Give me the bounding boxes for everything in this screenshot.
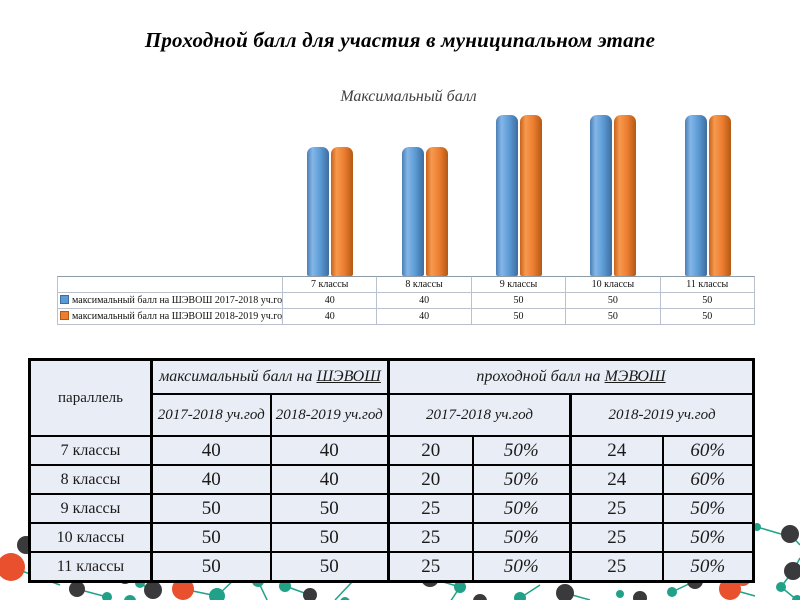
bar-series1-11 классы (684, 115, 707, 276)
chart-data-table: 7 классы 8 классы 9 классы 10 классы 11 клас… (57, 276, 760, 325)
table-cell: 25 (569, 551, 664, 583)
chart-category-label: 9 классы (471, 276, 567, 293)
chart-category-label: 7 классы (283, 276, 378, 293)
table-cell: 50% (471, 493, 572, 524)
chart-title: Максимальный балл (340, 88, 477, 105)
table-cell: 25 (387, 522, 474, 553)
table-cell: 50% (471, 522, 572, 553)
bar-series2-9 классы (520, 115, 542, 276)
legend-key-icon (60, 295, 69, 304)
table-group-header-shevosh: максимальный балл на ШЭВОШ (150, 358, 390, 395)
chart-value-cell: 50 (660, 309, 755, 325)
row-label: 11 классы (28, 551, 153, 583)
table-row: 10 классы 50 50 25 50% 25 50% (28, 522, 755, 553)
table-cell: 60% (661, 464, 755, 495)
slide-title: Проходной балл для участия в муниципальн… (144, 28, 656, 52)
table-cell: 25 (387, 551, 474, 583)
legend-key-icon (60, 311, 69, 320)
bar-series1-9 классы (496, 115, 518, 276)
table-year-header: 2017-2018 уч.год (387, 393, 572, 437)
table-cell: 20 (387, 464, 474, 495)
chart-value-cell: 40 (283, 293, 378, 309)
bar-series1-10 классы (590, 115, 613, 276)
chart-table-legend-spacer (57, 276, 283, 293)
bar-series1-8 классы (401, 147, 424, 276)
bar-chart: Максимальный балл 7 классы 8 классы 9 клас… (57, 88, 760, 326)
chart-value-cell: 50 (566, 309, 661, 325)
table-cell: 50% (661, 551, 755, 583)
table-row: 7 классы 40 40 20 50% 24 60% (28, 435, 755, 466)
table-year-header: 2017-2018 уч.год (150, 393, 272, 437)
row-label: 7 классы (28, 435, 153, 466)
table-cell: 60% (661, 435, 755, 466)
table-cell: 20 (387, 435, 474, 466)
bar-series2-7 классы (331, 147, 354, 276)
bar-series1-7 классы (307, 147, 330, 276)
table-cell: 25 (569, 493, 664, 524)
row-label: 9 классы (28, 493, 153, 524)
table-cell: 50 (150, 551, 272, 583)
chart-legend-entry: максимальный балл на ШЭВОШ 2018-2019 уч.… (57, 309, 283, 325)
chart-value-cell: 40 (283, 309, 378, 325)
table-cell: 40 (150, 435, 272, 466)
chart-plot-area (283, 115, 755, 276)
table-cell: 40 (269, 435, 390, 466)
chart-category-label: 11 классы (660, 276, 755, 293)
table-cell: 40 (269, 464, 390, 495)
table-cell: 50% (471, 435, 572, 466)
bar-series2-10 классы (614, 115, 637, 276)
table-cell: 24 (569, 435, 664, 466)
table-cell: 50 (150, 522, 272, 553)
table-cell: 25 (387, 493, 474, 524)
table-group-header-mevosh: проходной балл на МЭВОШ (386, 358, 755, 395)
table-row: 8 классы 40 40 20 50% 24 60% (28, 464, 755, 495)
table-cell: 50% (471, 464, 572, 495)
table-cell: 50% (661, 522, 755, 553)
table-cell: 25 (569, 522, 664, 553)
table-cell: 50 (269, 493, 390, 524)
scores-table: параллель максимальный балл на ШЭВОШ про… (28, 358, 756, 583)
chart-value-cell: 50 (471, 309, 567, 325)
table-corner-header: параллель (28, 358, 153, 437)
chart-value-cell: 40 (377, 309, 472, 325)
table-cell: 50% (661, 493, 755, 524)
chart-value-cell: 50 (660, 293, 755, 309)
table-cell: 50 (150, 493, 272, 524)
table-cell: 24 (569, 464, 664, 495)
table-row: 9 классы 50 50 25 50% 25 50% (28, 493, 755, 524)
chart-value-cell: 50 (471, 293, 567, 309)
chart-category-label: 8 классы (377, 276, 472, 293)
row-label: 8 классы (28, 464, 153, 495)
bar-series2-8 классы (425, 147, 448, 276)
bar-series2-11 классы (708, 115, 731, 276)
chart-legend-entry: максимальный балл на ШЭВОШ 2017-2018 уч.… (57, 293, 283, 309)
table-cell: 50 (269, 522, 390, 553)
chart-value-cell: 50 (566, 293, 661, 309)
table-year-header: 2018-2019 уч.год (269, 393, 390, 437)
table-cell: 50% (471, 551, 572, 583)
table-cell: 50 (269, 551, 390, 583)
row-label: 10 классы (28, 522, 153, 553)
table-year-header: 2018-2019 уч.год (568, 393, 755, 437)
table-cell: 40 (150, 464, 272, 495)
chart-category-label: 10 классы (566, 276, 661, 293)
table-row: 11 классы 50 50 25 50% 25 50% (28, 551, 755, 583)
chart-value-cell: 40 (377, 293, 472, 309)
